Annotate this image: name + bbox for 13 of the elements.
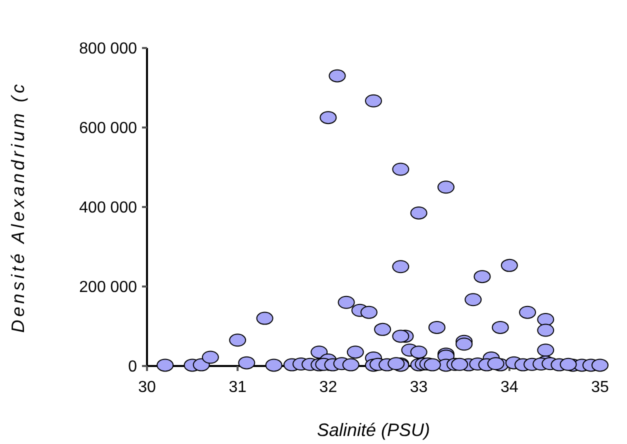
- y-tick-label: 0: [128, 358, 138, 376]
- x-tick-label: 31: [228, 379, 247, 396]
- x-tick-label: 32: [319, 379, 338, 396]
- x-tick-label: 34: [500, 379, 518, 396]
- y-tick-label: 400 000: [79, 200, 138, 217]
- y-tick-label: 600 000: [79, 120, 138, 138]
- x-axis-title: Salinité (PSU): [316, 420, 430, 440]
- y-tick-label: 800 000: [79, 40, 138, 58]
- x-tick-label: 33: [410, 379, 428, 396]
- x-tick-label: 35: [591, 379, 609, 396]
- x-tick-label: 30: [138, 379, 156, 396]
- y-axis-title: Densité Alexandrium (c: [8, 81, 28, 333]
- y-tick-label: 200 000: [79, 279, 138, 296]
